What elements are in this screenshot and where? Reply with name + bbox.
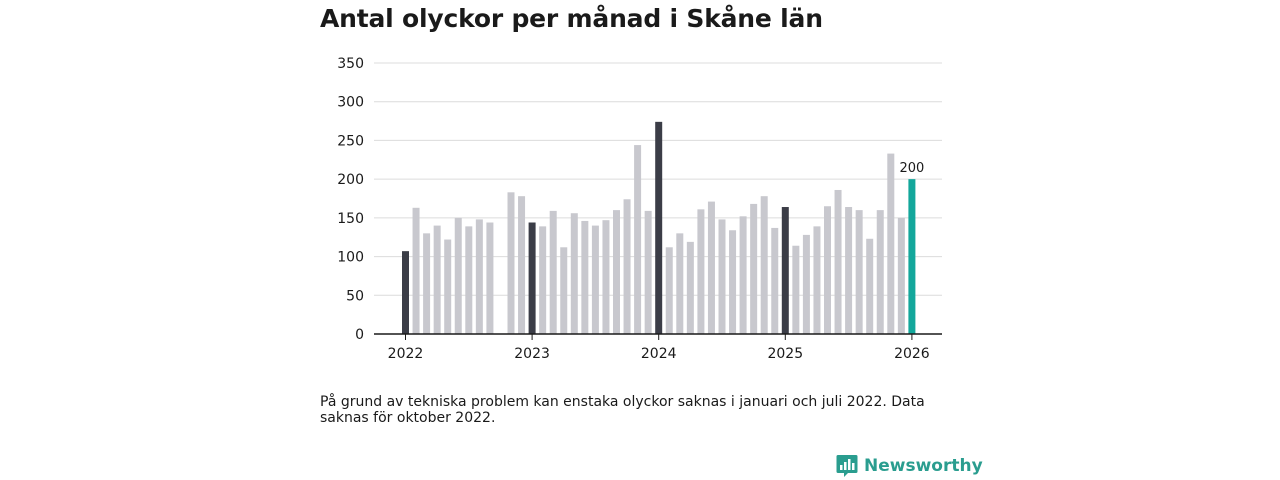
bar	[634, 145, 642, 334]
chart-title: Antal olyckor per månad i Skåne län	[320, 4, 823, 33]
bar	[876, 210, 884, 334]
bar	[729, 230, 737, 334]
x-tick-label: 2024	[641, 346, 677, 362]
bar	[665, 247, 673, 334]
bar	[908, 179, 916, 334]
bar	[518, 196, 526, 334]
x-tick-label: 2022	[388, 346, 424, 362]
brand-logo[interactable]: Newsworthy	[836, 454, 983, 478]
bar	[591, 225, 599, 334]
bar	[897, 217, 905, 334]
bar	[845, 207, 853, 334]
y-tick-label: 200	[337, 172, 364, 188]
bar	[539, 226, 547, 334]
bar	[623, 199, 631, 334]
bar	[507, 192, 515, 334]
bar	[686, 241, 694, 334]
y-tick-label: 100	[337, 250, 364, 266]
bar	[465, 226, 473, 334]
bar	[834, 189, 842, 334]
bar	[475, 219, 483, 334]
bar	[655, 121, 663, 335]
data-labels: 200	[899, 161, 924, 176]
bar	[739, 216, 747, 334]
bar	[802, 234, 810, 334]
y-tick-label: 300	[337, 95, 364, 111]
bar	[444, 239, 452, 334]
bar	[824, 206, 831, 334]
bar	[433, 225, 441, 334]
x-tick-label: 2025	[767, 346, 803, 362]
bar	[792, 245, 800, 334]
bar	[697, 209, 705, 334]
bar	[423, 233, 431, 334]
y-tick-label: 350	[337, 56, 364, 72]
bar-chart-speech-icon	[836, 455, 858, 477]
brand-name: Newsworthy	[864, 456, 983, 476]
bar	[771, 227, 779, 334]
y-tick-label: 0	[355, 327, 364, 343]
bar	[486, 222, 494, 334]
footnote: På grund av tekniska problem kan enstaka…	[320, 394, 925, 426]
bar	[718, 219, 726, 334]
y-tick-label: 250	[337, 133, 364, 149]
x-tick-label: 2026	[894, 346, 930, 362]
bar	[549, 210, 557, 334]
bar	[560, 247, 568, 334]
bars	[402, 121, 916, 335]
y-tick-label: 50	[346, 288, 364, 304]
bar	[855, 210, 863, 334]
bar	[412, 207, 420, 334]
bar	[602, 220, 610, 334]
bar	[781, 207, 789, 334]
bar	[581, 220, 589, 334]
bar	[750, 203, 758, 334]
bar	[613, 210, 620, 334]
latest-value-label: 200	[899, 161, 924, 176]
y-tick-label: 150	[337, 211, 364, 227]
bar	[887, 153, 895, 334]
bar	[402, 251, 409, 334]
bar	[644, 210, 652, 334]
y-axis-ticks: 0 50 100 150 200 250 300 350	[337, 56, 364, 343]
x-axis-ticks: 2022 2023 2024 2025 2026	[388, 334, 930, 362]
bar	[570, 213, 578, 334]
bar	[760, 196, 768, 334]
bar	[676, 233, 684, 334]
bar	[866, 238, 874, 334]
bar	[454, 217, 462, 334]
x-tick-label: 2023	[514, 346, 550, 362]
bar	[707, 201, 715, 334]
bar	[813, 226, 821, 334]
bar	[528, 222, 536, 334]
